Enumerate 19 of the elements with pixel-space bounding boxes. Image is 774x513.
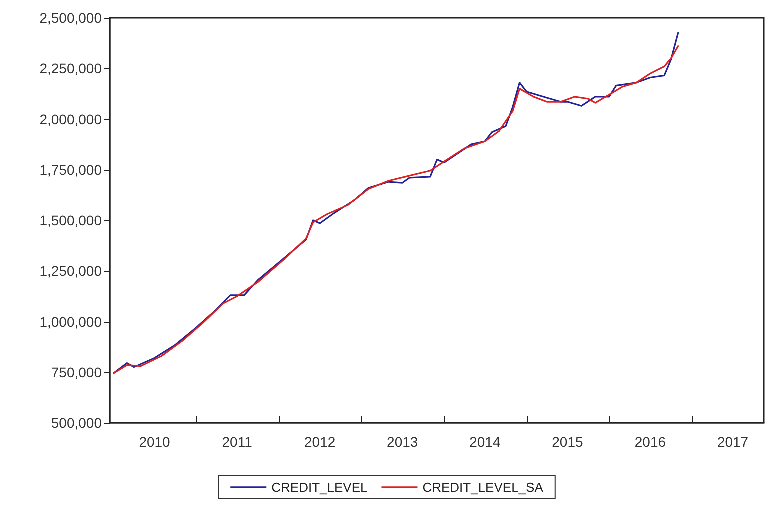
- legend-label: CREDIT_LEVEL: [272, 480, 368, 495]
- y-tick-label: 1,250,000: [40, 263, 102, 280]
- x-tick-label: 2013: [387, 434, 418, 450]
- x-tick-label: 2010: [139, 434, 171, 450]
- y-tick-label: 500,000: [51, 415, 102, 431]
- x-tick-label: 2011: [222, 434, 253, 450]
- x-tick-label: 2015: [552, 434, 584, 450]
- y-tick-label: 1,500,000: [40, 212, 102, 228]
- x-tick-label: 2014: [470, 434, 501, 450]
- y-tick-label: 2,500,000: [40, 10, 102, 26]
- y-tick-label: 1,750,000: [40, 162, 102, 178]
- x-tick-label: 2016: [634, 434, 666, 450]
- x-tick-label: 2012: [304, 434, 336, 450]
- y-tick-label: 750,000: [51, 364, 102, 380]
- y-tick-label: 1,000,000: [40, 314, 102, 330]
- x-tick-label: 2017: [717, 434, 749, 450]
- y-tick-label: 2,000,000: [40, 111, 102, 128]
- y-tick-label: 2,250,000: [40, 60, 102, 77]
- legend-label: CREDIT_LEVEL_SA: [422, 480, 544, 495]
